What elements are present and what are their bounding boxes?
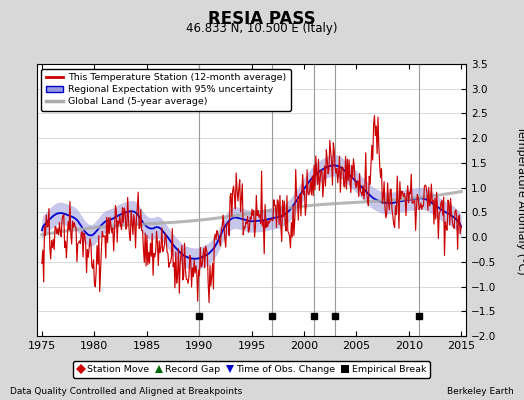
Text: RESIA PASS: RESIA PASS bbox=[208, 10, 316, 28]
Text: 46.833 N, 10.500 E (Italy): 46.833 N, 10.500 E (Italy) bbox=[186, 22, 338, 35]
Legend: Station Move, Record Gap, Time of Obs. Change, Empirical Break: Station Move, Record Gap, Time of Obs. C… bbox=[73, 361, 430, 378]
Text: Berkeley Earth: Berkeley Earth bbox=[447, 387, 514, 396]
Text: Data Quality Controlled and Aligned at Breakpoints: Data Quality Controlled and Aligned at B… bbox=[10, 387, 243, 396]
Y-axis label: Temperature Anomaly (°C): Temperature Anomaly (°C) bbox=[516, 126, 524, 274]
